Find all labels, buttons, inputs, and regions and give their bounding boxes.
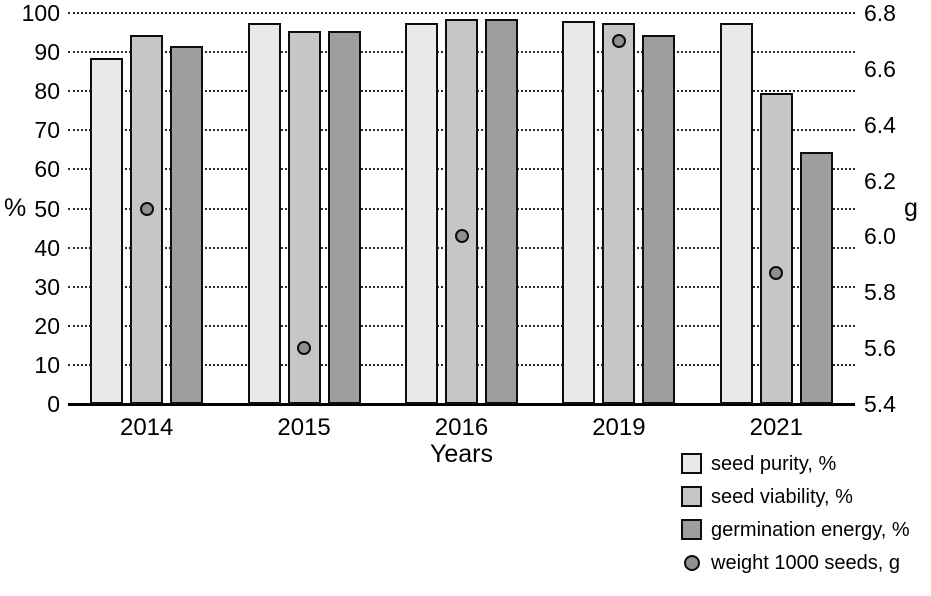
- x-axis-label: Years: [429, 440, 493, 468]
- bar-seed-purity: [562, 20, 596, 404]
- bar-seed-purity: [405, 22, 438, 404]
- bar-seed-purity: [90, 57, 124, 404]
- right-axis-tick-label: 6.2: [864, 167, 896, 194]
- right-axis-tick-label: 6.8: [864, 0, 896, 26]
- right-axis-tick-label: 6.0: [864, 223, 896, 250]
- weight-marker: [769, 265, 784, 280]
- legend-item-label: seed purity, %: [711, 452, 837, 475]
- left-axis-tick-label: 10: [34, 351, 60, 378]
- legend-swatch-square: [681, 519, 702, 540]
- legend-swatch-circle-box: [681, 552, 702, 573]
- x-tick-label: 2014: [119, 414, 174, 441]
- legend-swatch-circle: [683, 554, 700, 571]
- left-axis-tick-label: 100: [21, 0, 60, 26]
- bar-seed-viability: [445, 18, 478, 404]
- bar-germination-energy: [170, 46, 204, 404]
- weight-marker: [454, 229, 469, 244]
- x-tick-label: 2016: [434, 414, 489, 441]
- weight-marker: [139, 201, 154, 216]
- weight-marker: [611, 33, 626, 48]
- x-tick-label: 2019: [592, 414, 646, 441]
- left-axis-tick-label: 50: [34, 195, 60, 222]
- legend-item-label: seed viability, %: [711, 485, 853, 508]
- right-axis-label: g: [904, 194, 918, 222]
- left-axis-tick-label: 60: [34, 156, 60, 183]
- left-axis-tick-label: 80: [34, 78, 60, 105]
- left-axis-tick-label: 70: [34, 117, 60, 144]
- left-axis-tick-label: 0: [47, 391, 60, 417]
- legend-item: germination energy, %: [681, 519, 910, 540]
- left-axis-tick-label: 30: [34, 273, 60, 300]
- legend-swatch-square: [681, 486, 702, 507]
- x-axis-line: [68, 403, 855, 406]
- bar-seed-viability: [130, 34, 164, 404]
- x-tick-label: 2015: [277, 414, 331, 441]
- left-axis-tick-label: 90: [34, 39, 60, 66]
- right-axis-tick-label: 6.4: [864, 111, 896, 138]
- legend-swatch-square: [681, 453, 702, 474]
- bar-seed-viability: [602, 22, 636, 404]
- legend: seed purity, % seed viability, % germinati…: [681, 453, 910, 573]
- legend-item-label: weight 1000 seeds, g: [711, 551, 901, 574]
- legend-item: seed viability, %: [681, 486, 910, 507]
- right-axis-tick-label: 6.6: [864, 55, 896, 82]
- bar-seed-purity: [247, 22, 281, 404]
- right-axis-tick-label: 5.4: [864, 391, 896, 417]
- right-axis-tick-label: 5.6: [864, 335, 896, 362]
- weight-marker: [297, 341, 312, 356]
- gridline: [68, 12, 855, 14]
- legend-item-label: germination energy, %: [711, 518, 910, 541]
- right-axis-tick-label: 5.8: [864, 279, 896, 306]
- bar-seed-viability: [759, 93, 793, 404]
- bar-germination-energy: [485, 18, 518, 404]
- bar-seed-purity: [719, 22, 753, 404]
- legend-item: weight 1000 seeds, g: [681, 552, 910, 573]
- bar-germination-energy: [327, 30, 361, 404]
- legend-item: seed purity, %: [681, 453, 910, 474]
- left-axis-tick-label: 20: [34, 312, 60, 339]
- left-axis-label: %: [4, 194, 27, 222]
- left-axis-tick-label: 40: [34, 234, 60, 261]
- bar-germination-energy: [642, 34, 676, 404]
- bar-germination-energy: [799, 151, 833, 404]
- x-tick-label: 2021: [749, 414, 803, 441]
